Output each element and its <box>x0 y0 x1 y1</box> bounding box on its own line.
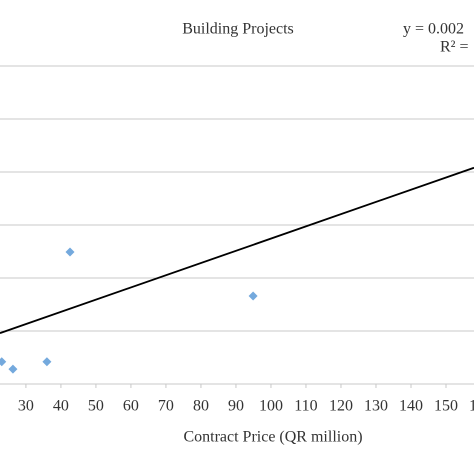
x-axis-label: Contract Price (QR million) <box>183 429 362 446</box>
x-tick-label: 130 <box>364 398 388 415</box>
trend-line <box>0 166 474 334</box>
r-squared: R² = <box>440 39 469 56</box>
data-point <box>248 291 258 301</box>
x-tick-label: 90 <box>228 398 244 415</box>
data-point <box>42 357 52 367</box>
x-tick-label: 110 <box>294 398 317 415</box>
x-tick-label: 70 <box>158 398 174 415</box>
data-point <box>0 357 7 367</box>
x-tick-label: 150 <box>434 398 458 415</box>
x-tick-label: 160 <box>469 398 474 415</box>
x-tick-label: 60 <box>123 398 139 415</box>
x-tick-label: 30 <box>18 398 34 415</box>
data-point <box>65 247 75 257</box>
trend-equation: y = 0.002 <box>403 21 464 38</box>
x-tick-label: 140 <box>399 398 423 415</box>
x-tick-label: 120 <box>329 398 353 415</box>
data-point <box>8 364 18 374</box>
x-tick-label: 80 <box>193 398 209 415</box>
x-tick-label: 100 <box>259 398 283 415</box>
x-tick-label: 40 <box>53 398 69 415</box>
x-tick-label: 50 <box>88 398 104 415</box>
chart-title: Building Projects <box>182 21 294 38</box>
